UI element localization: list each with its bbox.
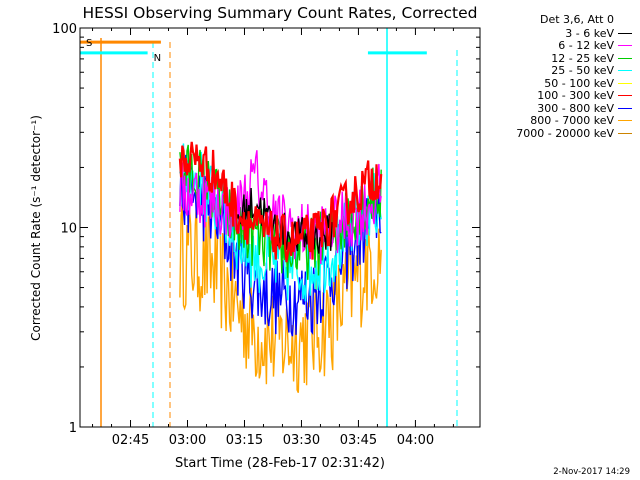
legend-entries: 3 - 6 keV 6 - 12 keV 12 - 25 keV 25 - 50 ke… xyxy=(484,27,632,140)
chart-title: HESSI Observing Summary Count Rates, Cor… xyxy=(83,4,478,22)
y-tick-label: 100 xyxy=(52,22,77,37)
legend-swatch xyxy=(618,45,632,47)
legend-label: 800 - 7000 keV xyxy=(530,114,614,128)
x-tick-label: 03:15 xyxy=(226,433,263,448)
x-tick-label: 03:00 xyxy=(169,433,206,448)
legend-label: 7000 - 20000 keV xyxy=(516,126,614,140)
series-line xyxy=(178,141,383,263)
legend-entry: 300 - 800 keV xyxy=(484,102,632,115)
legend-label: 100 - 300 keV xyxy=(537,89,614,103)
chart-marks: SN xyxy=(80,28,458,427)
x-tick-label: 03:30 xyxy=(283,433,320,448)
x-tick-label: 03:45 xyxy=(340,433,377,448)
legend-entry: 100 - 300 keV xyxy=(484,89,632,103)
y-tick-label: 10 xyxy=(60,222,77,237)
timestamp: 2-Nov-2017 14:29 xyxy=(553,467,630,477)
legend-label: 300 - 800 keV xyxy=(537,101,614,115)
x-axis: 02:45 03:00 03:15 03:30 03:45 04:00 xyxy=(92,28,454,448)
y-axis-label: Corrected Count Rate (s⁻¹ detector⁻¹) xyxy=(29,115,43,341)
legend-swatch xyxy=(618,57,632,59)
legend-label: 12 - 25 keV xyxy=(551,51,614,65)
legend-swatch xyxy=(618,107,632,109)
legend-swatch xyxy=(618,70,632,72)
legend-title: Det 3,6, Att 0 xyxy=(540,13,614,26)
y-tick-label: 1 xyxy=(69,421,77,436)
x-tick-label: 02:45 xyxy=(112,433,149,448)
legend-label: 6 - 12 keV xyxy=(558,39,614,53)
legend-swatch xyxy=(618,95,632,97)
legend-label: 25 - 50 keV xyxy=(551,64,614,78)
annotation-label: S xyxy=(86,38,92,49)
x-axis-label: Start Time (28-Feb-17 02:31:42) xyxy=(175,456,385,471)
series-line xyxy=(236,187,333,255)
legend-entry: 25 - 50 keV xyxy=(484,64,632,78)
legend: Det 3,6, Att 0 3 - 6 keV 6 - 12 keV 12 - 2… xyxy=(484,12,632,140)
legend-entry: 6 - 12 keV xyxy=(484,39,632,53)
legend-label: 50 - 100 keV xyxy=(544,76,614,90)
legend-entry: 12 - 25 keV xyxy=(484,52,632,65)
legend-swatch xyxy=(618,32,632,34)
legend-label: 3 - 6 keV xyxy=(565,26,614,40)
annotation-label: N xyxy=(154,53,161,64)
legend-swatch xyxy=(618,120,632,122)
legend-entry: 3 - 6 keV xyxy=(484,27,632,40)
y-axis: 1 10 100 xyxy=(52,22,480,436)
legend-entry: 800 - 7000 keV xyxy=(484,114,632,128)
legend-swatch xyxy=(618,132,632,134)
legend-swatch xyxy=(618,82,632,84)
x-tick-label: 04:00 xyxy=(397,433,434,448)
legend-entry: 50 - 100 keV xyxy=(484,77,632,90)
legend-entry: 7000 - 20000 keV xyxy=(484,127,632,140)
